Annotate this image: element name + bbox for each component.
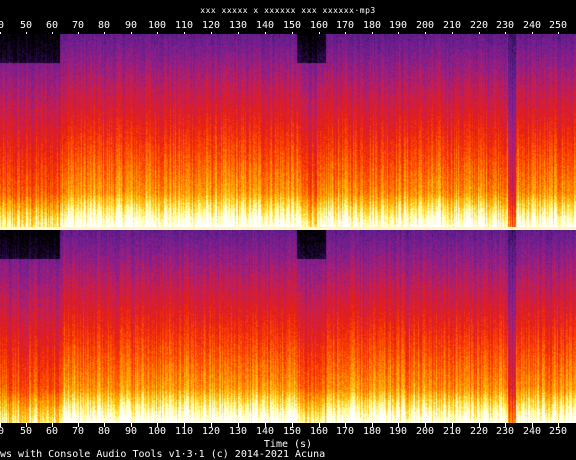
axis-tick-label: 140	[255, 20, 275, 31]
axis-tick	[452, 423, 453, 427]
axis-tick-label: 90	[124, 426, 138, 437]
axis-tick	[0, 423, 1, 427]
axis-tick-label: 120	[201, 20, 221, 31]
axis-tick-label: 180	[362, 426, 382, 437]
axis-tick-label: 0	[0, 426, 5, 437]
axis-tick-label: 80	[97, 426, 111, 437]
axis-tick	[26, 423, 27, 427]
axis-tick-label: 210	[442, 20, 462, 31]
axis-tick-label: 80	[97, 20, 111, 31]
axis-tick-label: 240	[522, 426, 542, 437]
axis-tick-label: 100	[147, 20, 167, 31]
axis-tick	[319, 423, 320, 427]
spectrogram-canvas-1	[0, 34, 576, 227]
axis-tick-label: 170	[335, 20, 355, 31]
axis-tick-label: 250	[548, 426, 568, 437]
axis-tick-label: 110	[174, 20, 194, 31]
axis-tick-label: 160	[309, 20, 329, 31]
axis-tick-label: 170	[335, 426, 355, 437]
axis-tick-label: 150	[282, 426, 302, 437]
axis-tick-label: 50	[19, 20, 33, 31]
axis-tick-label: 230	[495, 20, 515, 31]
axis-tick-label: 220	[469, 20, 489, 31]
axis-tick	[292, 423, 293, 427]
axis-tick-label: 70	[71, 20, 85, 31]
channel-divider	[0, 227, 576, 230]
axis-tick	[372, 423, 373, 427]
axis-tick	[211, 423, 212, 427]
axis-tick-label: 190	[388, 20, 408, 31]
axis-tick-label: 0	[0, 20, 5, 31]
axis-tick-label: 150	[282, 20, 302, 31]
window-title: xxx xxxxx x xxxxxx xxx xxxxxx·mp3	[200, 6, 376, 15]
top-time-axis: 0 50 60 70 80 90 100 110 120 130 140 150 160 170 180 19…	[0, 20, 576, 36]
spectrogram-channel-2	[0, 230, 576, 423]
axis-tick	[425, 423, 426, 427]
axis-tick-label: 140	[255, 426, 275, 437]
spectrogram-channel-1	[0, 34, 576, 227]
axis-tick	[558, 423, 559, 427]
axis-tick	[479, 423, 480, 427]
axis-tick-label: 160	[309, 426, 329, 437]
axis-tick-label: 240	[522, 20, 542, 31]
axis-tick-label: 200	[415, 426, 435, 437]
axis-tick	[52, 423, 53, 427]
axis-tick-label: 200	[415, 20, 435, 31]
x-axis-label: Time (s)	[263, 439, 313, 450]
axis-tick-label: 70	[71, 426, 85, 437]
axis-tick-label: 100	[147, 426, 167, 437]
spectrogram-canvas-2	[0, 230, 576, 423]
axis-tick-label: 180	[362, 20, 382, 31]
axis-tick-label: 220	[469, 426, 489, 437]
axis-tick	[265, 423, 266, 427]
axis-tick-label: 60	[45, 20, 59, 31]
axis-tick	[238, 423, 239, 427]
axis-tick-label: 130	[228, 20, 248, 31]
axis-tick-label: 120	[201, 426, 221, 437]
axis-tick-label: 190	[388, 426, 408, 437]
footer-credit: ws with Console Audio Tools v1·3·1 (c) 2…	[0, 449, 326, 460]
axis-tick-label: 60	[45, 426, 59, 437]
axis-tick	[104, 423, 105, 427]
axis-tick	[398, 423, 399, 427]
axis-tick-label: 50	[19, 426, 33, 437]
axis-tick	[131, 423, 132, 427]
axis-tick-label: 210	[442, 426, 462, 437]
axis-tick	[345, 423, 346, 427]
axis-tick-label: 130	[228, 426, 248, 437]
axis-tick	[78, 423, 79, 427]
axis-tick-label: 250	[548, 20, 568, 31]
axis-tick	[532, 423, 533, 427]
axis-tick	[157, 423, 158, 427]
axis-tick-label: 110	[174, 426, 194, 437]
axis-tick-label: 90	[124, 20, 138, 31]
axis-tick-label: 230	[495, 426, 515, 437]
bottom-time-axis: 0 50 60 70 80 90 100 110 120 130 140 150 160 170 180 19…	[0, 423, 576, 437]
axis-tick	[505, 423, 506, 427]
axis-tick	[184, 423, 185, 427]
